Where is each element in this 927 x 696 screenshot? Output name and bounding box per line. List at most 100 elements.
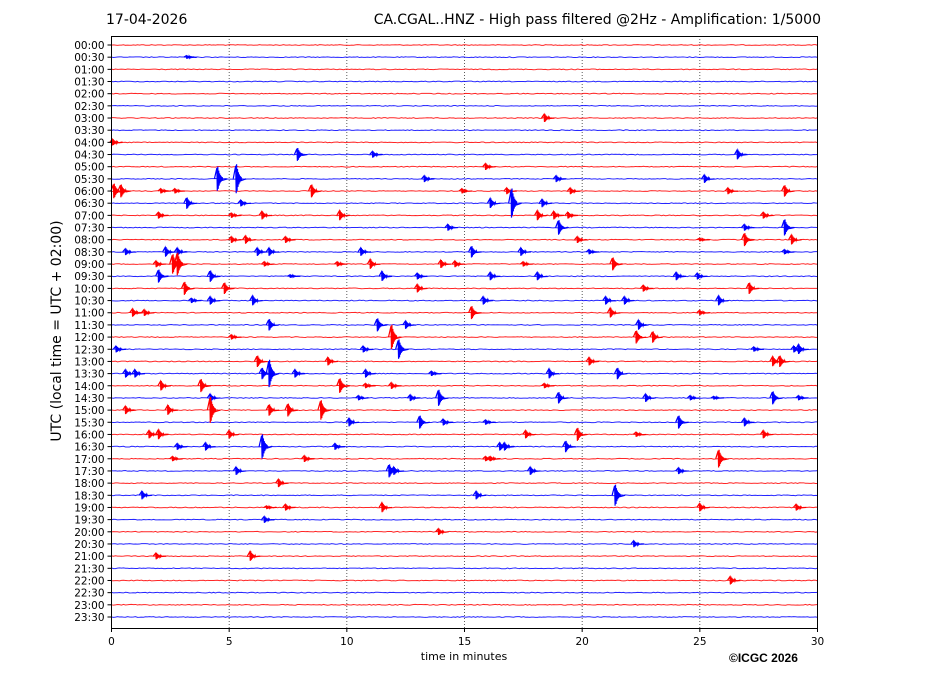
trace-row-0400: [111, 141, 818, 144]
y-tick-label: 02:30: [74, 101, 104, 113]
seismic-event: [701, 173, 715, 183]
seismic-event: [733, 147, 748, 160]
y-tick-label: 04:30: [74, 150, 104, 162]
seismic-event: [769, 354, 783, 367]
y-tick-label: 16:30: [74, 442, 104, 454]
seismic-event: [611, 484, 626, 506]
seismic-event: [675, 466, 689, 475]
y-tick-label: 09:00: [74, 259, 104, 271]
seismic-event: [696, 237, 710, 243]
seismic-event: [232, 164, 247, 194]
seismic-event: [585, 248, 600, 255]
y-tick-label: 03:00: [74, 113, 104, 125]
seismic-event: [152, 551, 167, 560]
trace-row-1130: [111, 323, 818, 326]
y-tick-label: 06:30: [74, 198, 104, 210]
y-tick-label: 01:30: [74, 77, 104, 89]
seismic-event: [206, 396, 221, 423]
seismic-event: [534, 270, 548, 281]
y-tick-label: 00:30: [74, 52, 104, 64]
trace-row-2130: [111, 567, 818, 570]
seismic-event: [378, 269, 393, 282]
y-tick-label: 17:00: [74, 454, 104, 466]
seismic-event: [613, 367, 628, 380]
seismic-event: [416, 415, 430, 429]
trace-row-1700: [111, 457, 818, 460]
trace-row-1830: [111, 494, 818, 497]
seismic-event: [741, 416, 755, 427]
seismic-event: [155, 211, 169, 219]
seismic-event: [696, 309, 710, 316]
y-tick-label: 04:00: [74, 137, 104, 149]
seismic-event: [552, 174, 567, 183]
seismic-event: [334, 260, 348, 267]
trace-row-1230: [111, 348, 818, 351]
y-tick-label: 09:30: [74, 271, 104, 283]
y-tick-label: 07:00: [74, 210, 104, 222]
seismic-event: [173, 252, 188, 276]
seismic-event: [183, 54, 197, 60]
seismic-event: [630, 539, 644, 548]
seismic-event: [282, 503, 296, 511]
trace-row-1030: [111, 299, 818, 302]
seismic-event: [759, 211, 774, 219]
seismic-event: [265, 359, 280, 388]
seismic-event: [263, 504, 277, 510]
seismic-event: [232, 465, 247, 475]
seismic-event: [555, 392, 569, 404]
seismic-event: [293, 147, 308, 161]
seismic-event: [632, 430, 647, 437]
trace-row-0800: [111, 238, 818, 241]
seismic-event: [206, 270, 221, 282]
seismic-event: [435, 389, 449, 406]
trace-row-0530: [111, 177, 818, 180]
trace-row-0700: [111, 214, 818, 217]
seismic-event: [129, 307, 143, 317]
x-tick-label: 5: [226, 636, 233, 648]
x-ticks: 0 5 10 15 20 25 30: [108, 628, 824, 648]
trace-row-0630: [111, 202, 818, 205]
trace-row-1330: [111, 372, 818, 375]
trace-row-1800: [111, 482, 818, 485]
seismic-event: [635, 318, 649, 330]
seismic-event: [131, 368, 146, 378]
y-tick-label: 10:00: [74, 283, 104, 295]
seismic-event: [609, 257, 623, 271]
seismic-event: [745, 282, 760, 295]
y-tick-label: 15:30: [74, 417, 104, 429]
seismic-event: [421, 174, 435, 183]
seismic-event: [387, 324, 402, 350]
seismic-event: [501, 441, 515, 451]
trace-row-2100: [111, 555, 818, 558]
seismic-event: [602, 295, 616, 305]
seismic-event: [458, 187, 473, 194]
seismic-event: [188, 297, 202, 304]
seismic-event: [336, 208, 350, 221]
seismic-event: [253, 246, 268, 256]
seismic-event: [517, 246, 532, 256]
seismic-event: [781, 248, 795, 255]
seismic-event: [253, 355, 268, 368]
y-tick-label: 07:30: [74, 223, 104, 235]
seismic-event: [406, 393, 421, 402]
seismic-event: [112, 344, 127, 353]
y-tick-label: 12:30: [74, 344, 104, 356]
seismic-event: [265, 246, 280, 256]
seismic-event: [237, 198, 251, 207]
trace-row-0500: [111, 165, 818, 168]
trace-row-0130: [111, 80, 818, 83]
y-tick-label: 17:30: [74, 466, 104, 478]
y-tick-label: 18:00: [74, 478, 104, 490]
seismic-event: [362, 382, 376, 389]
y-tick-label: 14:30: [74, 393, 104, 405]
y-tick-label: 08:00: [74, 235, 104, 247]
seismic-event: [740, 233, 755, 247]
seismic-event: [155, 269, 169, 283]
seismic-event: [213, 166, 228, 191]
seismic-event: [173, 246, 188, 256]
y-tick-label: 18:30: [74, 490, 104, 502]
seismic-event: [122, 247, 136, 256]
seismic-event: [451, 259, 466, 268]
trace-row-1600: [111, 433, 818, 436]
y-ticks: 00:0000:3001:0001:3002:0002:3003:0003:30…: [74, 40, 112, 624]
